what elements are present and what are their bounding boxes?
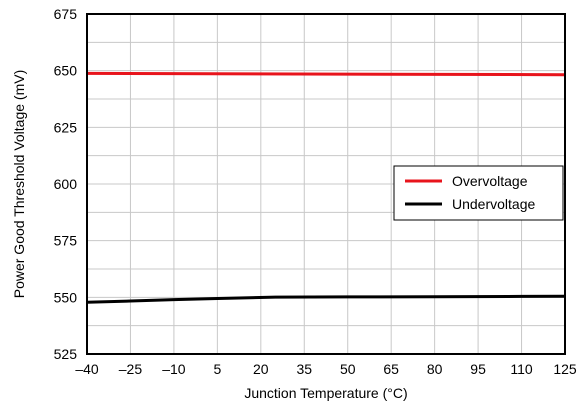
legend-label-undervoltage: Undervoltage	[452, 196, 535, 212]
y-tick-label: 550	[54, 289, 78, 305]
x-tick-label: 95	[470, 361, 486, 377]
legend-box	[393, 165, 564, 221]
x-tick-label: –10	[162, 361, 186, 377]
y-tick-label: 675	[54, 6, 78, 22]
x-tick-label: –25	[119, 361, 143, 377]
legend: Overvoltage Undervoltage	[393, 165, 564, 221]
x-tick-label: 110	[510, 361, 533, 377]
x-tick-labels: –40 –25 –10 5 20 35 50 65 80 95 110 125	[75, 361, 577, 377]
legend-label-overvoltage: Overvoltage	[452, 173, 528, 189]
x-tick-label: 65	[383, 361, 399, 377]
x-tick-label: 50	[340, 361, 356, 377]
x-tick-label: 20	[253, 361, 269, 377]
y-axis-label: Power Good Threshold Voltage (mV)	[11, 70, 27, 299]
x-tick-label: 35	[296, 361, 312, 377]
x-axis-label: Junction Temperature (°C)	[244, 385, 407, 401]
x-tick-label: 125	[553, 361, 577, 377]
y-tick-label: 575	[54, 233, 78, 249]
y-tick-label: 600	[54, 176, 78, 192]
y-tick-label: 625	[54, 119, 78, 135]
series-line-undervoltage	[86, 294, 566, 304]
y-tick-label: 650	[54, 63, 78, 79]
series-layer	[86, 71, 566, 304]
plot-frame	[86, 13, 566, 355]
x-tick-label: 5	[213, 361, 221, 377]
grid	[87, 14, 565, 354]
x-tick-label: 80	[427, 361, 443, 377]
x-tick-label: –40	[75, 361, 99, 377]
y-tick-label: 525	[54, 346, 78, 362]
series-line-overvoltage	[86, 71, 566, 77]
y-tick-labels: 525 550 575 600 625 650 675	[54, 6, 78, 362]
